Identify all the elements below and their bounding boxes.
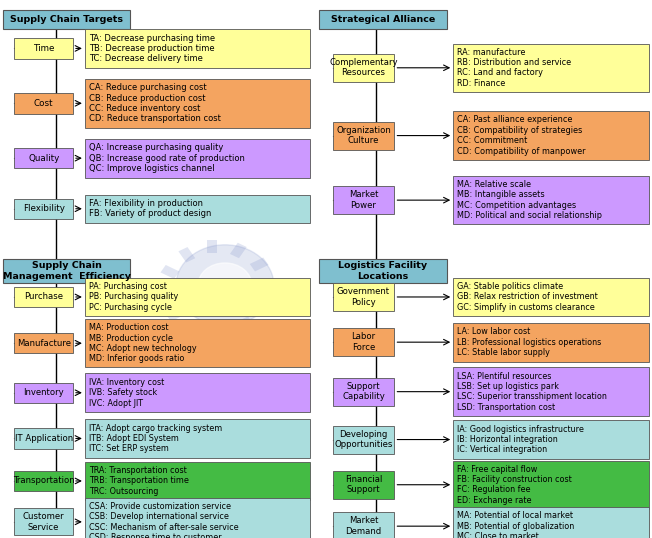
Text: Cost: Cost — [34, 99, 53, 108]
Bar — [85, 278, 310, 316]
Text: FA: Flexibility in production
FB: Variety of product design: FA: Flexibility in production FB: Variet… — [89, 199, 211, 218]
Bar — [453, 176, 649, 224]
Text: Quality: Quality — [28, 154, 59, 162]
Bar — [14, 93, 73, 114]
Bar — [14, 471, 73, 491]
Bar — [333, 426, 394, 454]
Bar — [166, 308, 185, 321]
Text: ITA: Adopt cargo tracking system
ITB: Adopt EDI System
ITC: Set ERP system: ITA: Adopt cargo tracking system ITB: Ad… — [89, 423, 222, 454]
Circle shape — [198, 263, 252, 307]
Text: Organization
Culture: Organization Culture — [336, 126, 391, 145]
Text: CA: Past alliance experience
CB: Compatibility of strategies
CC: Commitment
CD: : CA: Past alliance experience CB: Compati… — [457, 116, 585, 155]
Bar — [160, 265, 179, 279]
Bar — [333, 186, 394, 214]
Text: IT Application: IT Application — [14, 434, 73, 443]
Text: Financial
Support: Financial Support — [345, 475, 382, 494]
Text: Market
Demand: Market Demand — [346, 516, 381, 536]
Bar — [14, 148, 73, 168]
Text: TRA: Transportation cost
TRB: Transportation time
TRC: Outsourcing: TRA: Transportation cost TRB: Transporta… — [89, 466, 188, 496]
Text: Inventory: Inventory — [23, 388, 64, 397]
Text: CA: Reduce purchasing cost
CB: Reduce production cost
CC: Reduce inventory cost
: CA: Reduce purchasing cost CB: Reduce pr… — [89, 83, 220, 123]
Bar — [14, 199, 73, 219]
Bar — [333, 54, 394, 82]
Bar — [3, 10, 130, 29]
Bar — [453, 420, 649, 459]
Bar — [179, 247, 196, 263]
Bar — [239, 316, 256, 332]
Text: 896: 896 — [215, 280, 235, 290]
Bar — [14, 333, 73, 353]
Text: Support
Capability: Support Capability — [342, 382, 385, 401]
Bar — [187, 321, 204, 336]
Text: Manufacture: Manufacture — [17, 339, 70, 348]
Bar — [85, 29, 310, 68]
Text: FA: Free capital flow
FB: Facility construction cost
FC: Regulation fee
ED: Exch: FA: Free capital flow FB: Facility const… — [457, 465, 572, 505]
Bar — [85, 462, 310, 500]
Bar — [207, 240, 217, 253]
Text: Logistics Facility
Locations: Logistics Facility Locations — [338, 261, 428, 281]
Bar — [85, 79, 310, 128]
Text: Supply Chain
Management  Efficiency: Supply Chain Management Efficiency — [3, 261, 131, 281]
Text: Government
Policy: Government Policy — [337, 287, 390, 307]
Text: IA: Good logistics infrastructure
IB: Horizontal integration
IC: Vertical integr: IA: Good logistics infrastructure IB: Ho… — [457, 424, 584, 455]
Text: Flexibility: Flexibility — [23, 204, 65, 213]
Bar — [261, 281, 276, 289]
Text: TA: Decrease purchasing time
TB: Decrease production time
TC: Decrease delivery : TA: Decrease purchasing time TB: Decreas… — [89, 33, 215, 63]
Text: Supply Chain Targets: Supply Chain Targets — [10, 15, 123, 24]
Bar — [230, 243, 246, 258]
Bar — [217, 325, 228, 338]
Bar — [85, 498, 310, 538]
Bar — [333, 283, 394, 311]
Bar — [453, 367, 649, 416]
Text: CSA: Provide customization service
CSB: Develop international service
CSC: Mecha: CSA: Provide customization service CSB: … — [89, 502, 238, 538]
Text: Customer
Service: Customer Service — [23, 512, 65, 532]
Text: GA: Stable politics climate
GB: Relax restriction of investment
GC: Simplify in : GA: Stable politics climate GB: Relax re… — [457, 282, 598, 312]
Text: Market
Power: Market Power — [349, 190, 378, 210]
Bar — [453, 278, 649, 316]
Bar — [158, 289, 173, 298]
Text: Time: Time — [33, 44, 54, 53]
Bar — [319, 10, 447, 29]
Text: MA: Production cost
MB: Production cycle
MC: Adopt new technology
MD: Inferior g: MA: Production cost MB: Production cycle… — [89, 323, 196, 363]
Bar — [333, 471, 394, 499]
Circle shape — [176, 245, 274, 325]
Bar — [14, 508, 73, 535]
Text: Complementary
Resources: Complementary Resources — [329, 58, 398, 77]
Bar — [333, 378, 394, 406]
Text: MA: Potential of local market
MB: Potential of globalization
MC: Close to market: MA: Potential of local market MB: Potent… — [457, 511, 574, 538]
Text: QA: Increase purchasing quality
QB: Increase good rate of production
QC: Improve: QA: Increase purchasing quality QB: Incr… — [89, 143, 244, 173]
Bar — [85, 195, 310, 223]
Bar — [333, 122, 394, 150]
Bar — [14, 383, 73, 403]
Text: IVA: Inventory cost
IVB: Safety stock
IVC: Adopt JIT: IVA: Inventory cost IVB: Safety stock IV… — [89, 378, 164, 408]
Bar — [14, 287, 73, 307]
Bar — [453, 507, 649, 538]
Text: Labor
Force: Labor Force — [351, 332, 376, 352]
Bar — [85, 139, 310, 178]
Bar — [333, 328, 394, 356]
Bar — [453, 323, 649, 362]
Text: Transportation: Transportation — [13, 477, 74, 485]
Bar — [85, 373, 310, 412]
Bar — [14, 38, 73, 59]
Text: Developing
Opportunities: Developing Opportunities — [334, 430, 393, 449]
Bar — [333, 512, 394, 538]
Text: MA: Relative scale
MB: Intangible assets
MC: Competition advantages
MD: Politica: MA: Relative scale MB: Intangible assets… — [457, 180, 602, 220]
Text: LA: Low labor cost
LB: Professional logistics operations
LC: Stable labor supply: LA: Low labor cost LB: Professional logi… — [457, 327, 601, 357]
Text: PA: Purchasing cost
PB: Purchasing quality
PC: Purchasing cycle: PA: Purchasing cost PB: Purchasing quali… — [89, 282, 178, 312]
Bar — [319, 259, 447, 283]
Bar — [14, 428, 73, 449]
Bar — [453, 461, 649, 509]
Bar — [3, 259, 130, 283]
Text: Strategical Alliance: Strategical Alliance — [331, 15, 435, 24]
Bar — [85, 419, 310, 458]
Bar — [453, 44, 649, 92]
Bar — [250, 258, 269, 271]
Bar — [453, 111, 649, 160]
Text: LSA: Plentiful resources
LSB: Set up logistics park
LSC: Superior transshipment : LSA: Plentiful resources LSB: Set up log… — [457, 372, 607, 412]
Bar — [255, 300, 274, 314]
Text: Purchase: Purchase — [24, 293, 63, 301]
Bar — [85, 319, 310, 367]
Text: RA: manufacture
RB: Distribution and service
RC: Land and factory
RD: Finance: RA: manufacture RB: Distribution and ser… — [457, 48, 571, 88]
